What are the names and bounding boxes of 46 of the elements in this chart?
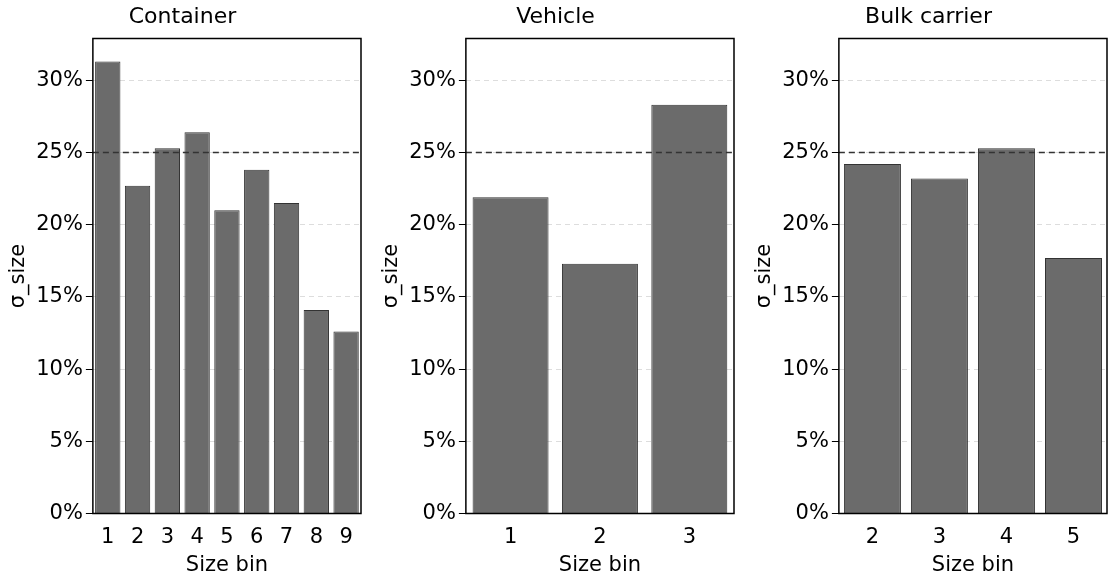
y-tick-label: 25% (782, 138, 829, 163)
x-tick-label: 2 (593, 523, 607, 548)
y-tick-label: 30% (36, 66, 83, 91)
y-tick-label: 5% (49, 427, 83, 452)
y-tick-label: 15% (409, 283, 456, 308)
x-tick-label: 7 (279, 523, 294, 548)
y-tick-label: 30% (782, 66, 829, 91)
x-tick-label: 3 (160, 523, 175, 548)
y-tick-label: 10% (782, 355, 829, 380)
y-axis-title: σ_size (378, 243, 404, 309)
x-tick-label: 4 (190, 523, 204, 548)
y-tick-label: 15% (782, 283, 829, 308)
y-tick-label: 25% (36, 138, 83, 163)
x-tick-label: 1 (503, 523, 518, 548)
y-tick-label: 20% (36, 211, 83, 236)
y-axis-title: σ_size (5, 243, 31, 309)
chart-title: Bulk carrier (865, 2, 993, 28)
x-axis-title: Size bin (185, 551, 269, 576)
chart-title: Container (128, 2, 238, 28)
y-tick-label: 0% (422, 500, 456, 525)
x-tick-label: 5 (1066, 523, 1081, 548)
y-tick-label: 20% (409, 211, 456, 236)
x-tick-label: 5 (220, 523, 234, 548)
y-tick-label: 20% (782, 211, 829, 236)
y-tick-label: 0% (49, 500, 83, 525)
x-axis-title: Size bin (558, 551, 642, 576)
x-tick-label: 2 (130, 523, 145, 548)
y-tick-label: 10% (36, 355, 83, 380)
x-tick-label: 4 (999, 523, 1014, 548)
x-tick-label: 3 (682, 523, 696, 548)
y-tick-label: 5% (795, 427, 829, 452)
y-tick-label: 15% (36, 283, 83, 308)
x-tick-label: 6 (250, 523, 264, 548)
x-tick-label: 2 (865, 523, 880, 548)
x-tick-label: 9 (339, 523, 353, 548)
x-tick-label: 1 (101, 523, 115, 548)
y-tick-label: 5% (422, 427, 456, 452)
y-axis-title: σ_size (751, 243, 777, 309)
x-tick-label: 8 (309, 523, 323, 548)
chart-title: Vehicle (516, 2, 595, 28)
y-tick-label: 25% (409, 138, 456, 163)
y-tick-label: 30% (409, 66, 456, 91)
x-axis-title: Size bin (931, 551, 1015, 576)
y-tick-label: 10% (409, 355, 456, 380)
y-tick-label: 0% (795, 500, 829, 525)
x-tick-label: 3 (932, 523, 947, 548)
